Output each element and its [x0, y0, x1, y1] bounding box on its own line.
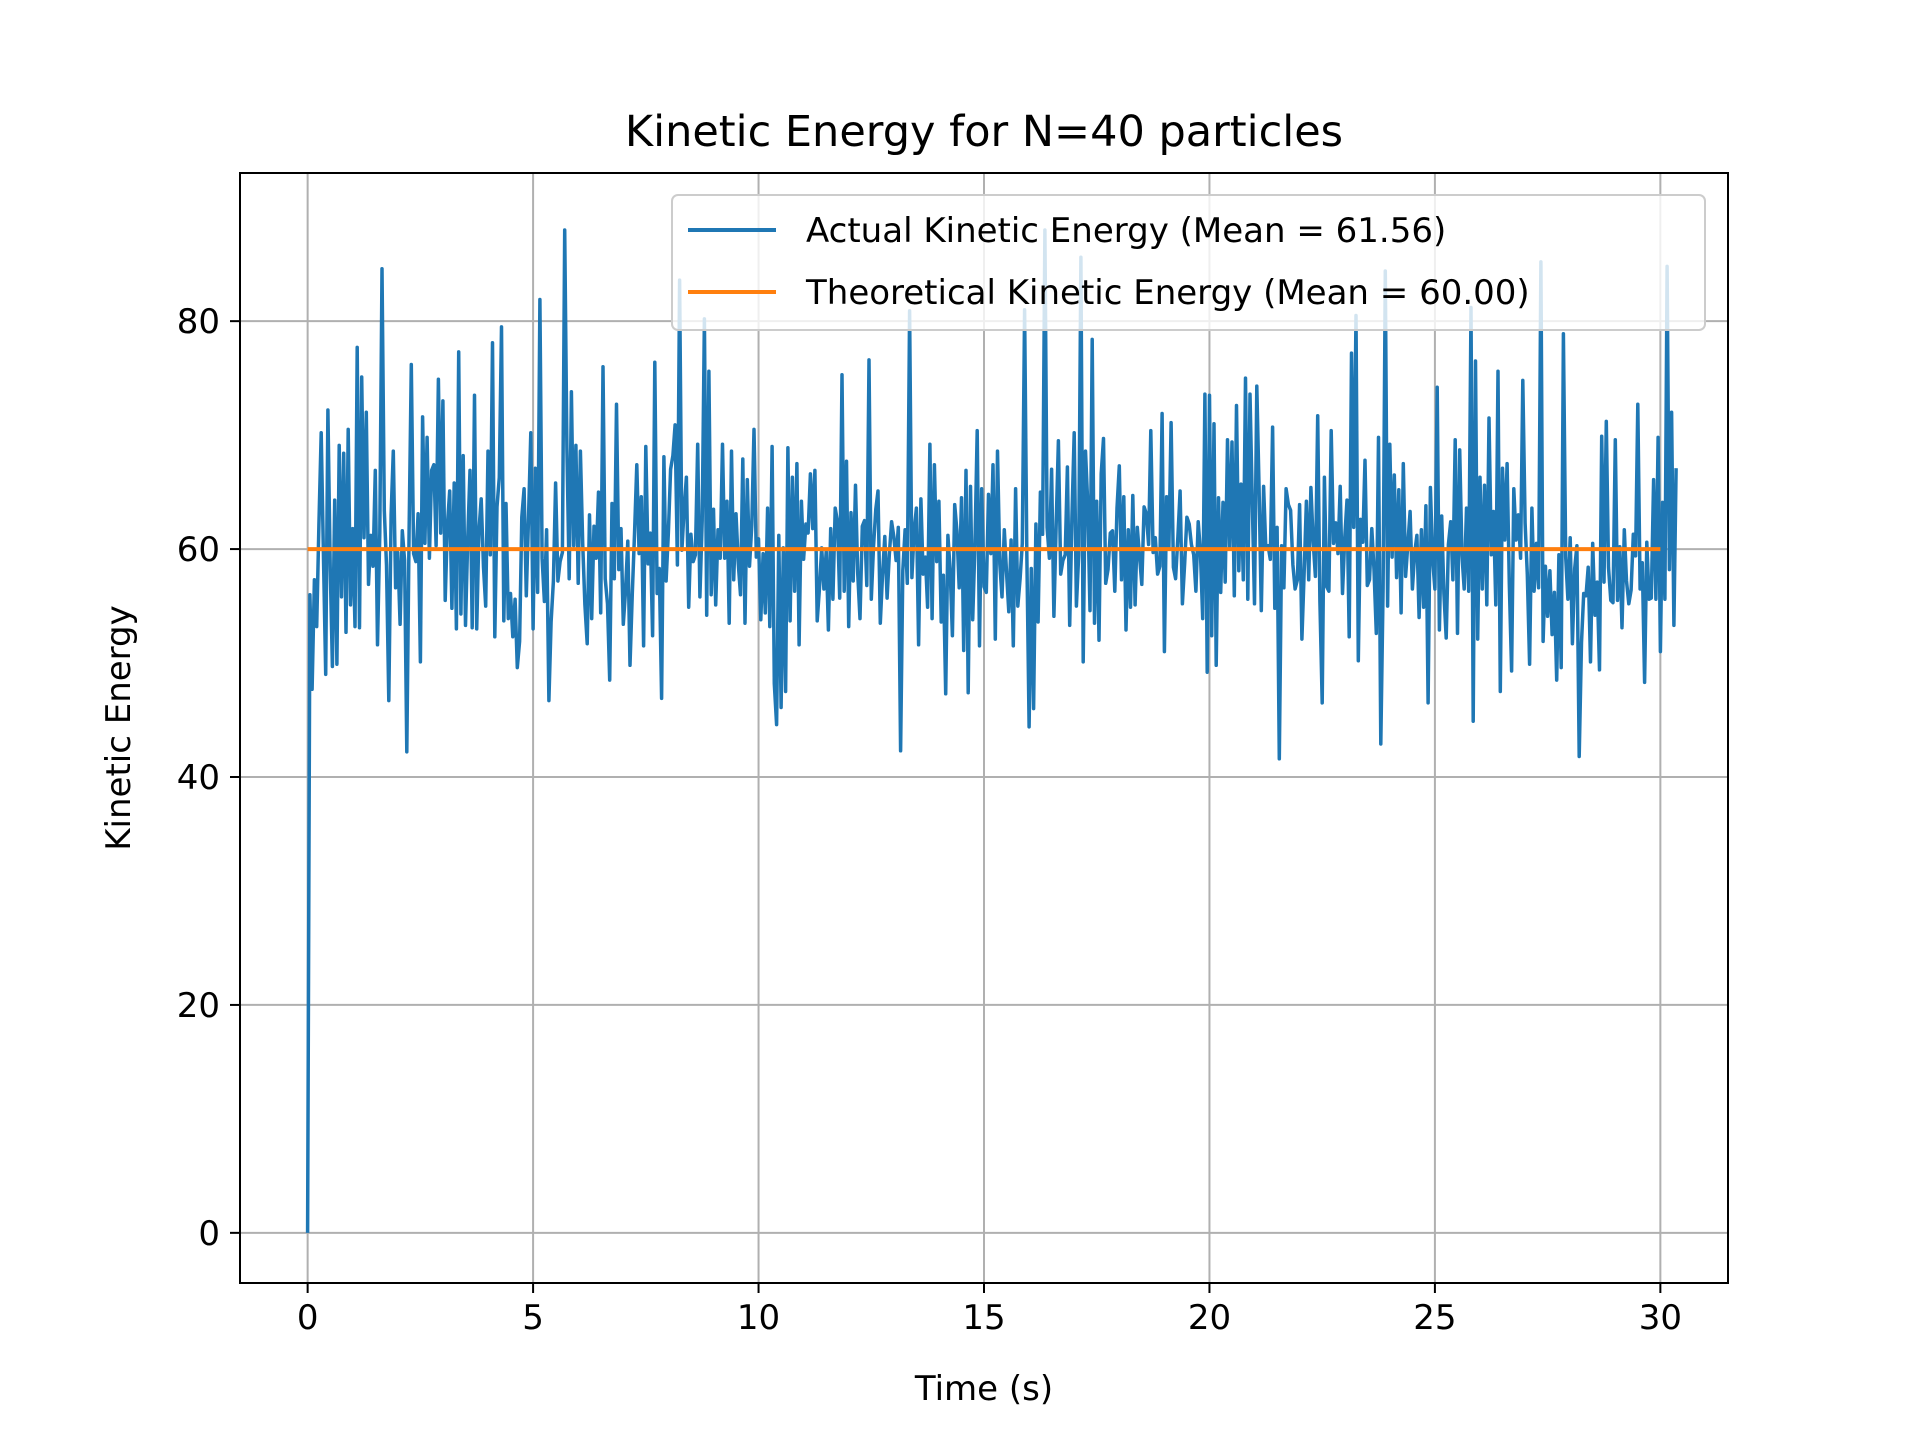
legend: Actual Kinetic Energy (Mean = 61.56) The… [671, 194, 1706, 331]
y-axis-label: Kinetic Energy [99, 605, 139, 851]
x-axis-label: Time (s) [914, 1369, 1053, 1409]
ticks: 0 5 10 15 20 25 30 0 20 40 60 80 [177, 302, 1682, 1338]
x-tick-label: 10 [737, 1298, 780, 1338]
legend-box [671, 194, 1706, 331]
y-tick-label: 60 [177, 530, 220, 570]
series-layer [305, 228, 1678, 1233]
y-tick-label: 0 [198, 1214, 220, 1254]
y-tick-label: 40 [177, 758, 220, 798]
x-tick-label: 20 [1188, 1298, 1231, 1338]
x-tick-label: 5 [522, 1298, 544, 1338]
legend-label-theoretical: Theoretical Kinetic Energy (Mean = 60.00… [805, 273, 1530, 313]
x-tick-label: 30 [1639, 1298, 1682, 1338]
x-tick-label: 15 [962, 1298, 1005, 1338]
series-line-actual [305, 228, 1678, 1233]
y-tick-label: 20 [177, 986, 220, 1026]
x-tick-label: 0 [297, 1298, 319, 1338]
y-tick-label: 80 [177, 302, 220, 342]
x-tick-label: 25 [1413, 1298, 1456, 1338]
chart-title: Kinetic Energy for N=40 particles [625, 107, 1343, 157]
legend-label-actual: Actual Kinetic Energy (Mean = 61.56) [806, 211, 1446, 251]
